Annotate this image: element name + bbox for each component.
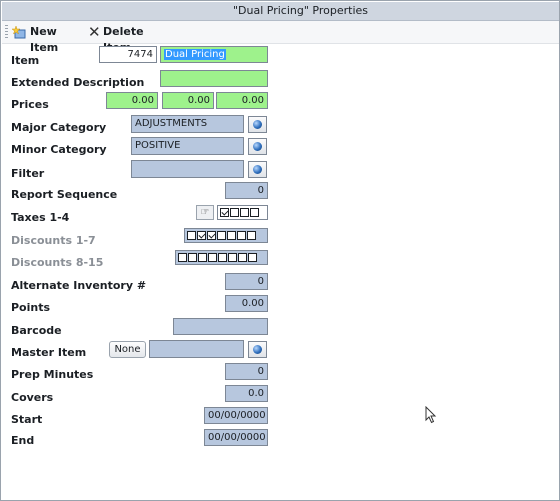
minor-category-lookup-globe-icon[interactable] bbox=[248, 138, 267, 155]
mouse-cursor-icon bbox=[425, 406, 437, 424]
new-item-button[interactable]: New Item bbox=[12, 24, 82, 54]
master-item-label: Master Item bbox=[11, 346, 87, 359]
checkbox-6[interactable] bbox=[228, 253, 237, 262]
checkbox-8[interactable] bbox=[248, 253, 257, 262]
checkbox-1[interactable] bbox=[178, 253, 187, 262]
pointing-hand-icon[interactable]: ☞ bbox=[196, 205, 214, 220]
points-label: Points bbox=[11, 301, 51, 314]
toolbar-grip-icon bbox=[5, 25, 8, 39]
checkbox-7[interactable] bbox=[238, 253, 247, 262]
title-bar: "Dual Pricing" Properties bbox=[2, 2, 559, 21]
prep-minutes-label: Prep Minutes bbox=[11, 368, 94, 381]
end-date-field[interactable]: 00/00/0000 bbox=[204, 429, 268, 446]
new-item-icon bbox=[12, 25, 26, 39]
checkbox-6[interactable] bbox=[237, 231, 246, 240]
points-field[interactable]: 0.00 bbox=[225, 295, 268, 312]
minor-category-field[interactable]: POSITIVE bbox=[131, 137, 244, 155]
checkbox-1[interactable] bbox=[187, 231, 196, 240]
prices-label: Prices bbox=[11, 98, 49, 111]
major-category-label: Major Category bbox=[11, 121, 107, 134]
filter-field[interactable] bbox=[131, 160, 244, 178]
price-3-field[interactable]: 0.00 bbox=[216, 92, 268, 109]
report-sequence-label: Report Sequence bbox=[11, 188, 118, 201]
checkbox-5[interactable] bbox=[218, 253, 227, 262]
checkbox-2[interactable] bbox=[197, 231, 206, 240]
covers-label: Covers bbox=[11, 391, 54, 404]
toolbar: New Item ✕ Delete Item bbox=[2, 21, 559, 54]
major-category-lookup-globe-icon[interactable] bbox=[248, 116, 267, 133]
price-2-field[interactable]: 0.00 bbox=[162, 92, 214, 109]
taxes-checkboxes bbox=[217, 205, 268, 220]
barcode-field[interactable] bbox=[173, 318, 268, 335]
window-title: "Dual Pricing" Properties bbox=[232, 4, 369, 17]
major-category-field[interactable]: ADJUSTMENTS bbox=[131, 115, 244, 133]
checkbox-4[interactable] bbox=[208, 253, 217, 262]
start-label: Start bbox=[11, 413, 43, 426]
filter-lookup-globe-icon[interactable] bbox=[248, 161, 267, 178]
alternate-inventory-field[interactable]: 0 bbox=[225, 273, 268, 290]
master-item-none-button[interactable]: None bbox=[109, 341, 146, 358]
discounts-8-15-checkboxes bbox=[175, 250, 268, 265]
item-label: Item bbox=[11, 54, 40, 67]
report-sequence-field[interactable]: 0 bbox=[225, 182, 268, 199]
checkbox-7[interactable] bbox=[247, 231, 256, 240]
checkbox-2[interactable] bbox=[188, 253, 197, 262]
extended-description-label: Extended Description bbox=[11, 76, 145, 89]
master-item-field[interactable] bbox=[149, 340, 244, 358]
extended-description-field[interactable] bbox=[160, 70, 268, 87]
alternate-inventory-label: Alternate Inventory # bbox=[11, 279, 147, 292]
filter-label: Filter bbox=[11, 167, 45, 180]
covers-field[interactable]: 0.0 bbox=[225, 385, 268, 402]
new-item-label: New Item bbox=[30, 25, 59, 54]
checkbox-4[interactable] bbox=[217, 231, 226, 240]
start-date-field[interactable]: 00/00/0000 bbox=[204, 407, 268, 424]
end-label: End bbox=[11, 434, 35, 447]
checkbox-3[interactable] bbox=[198, 253, 207, 262]
item-name-selected-text: Dual Pricing bbox=[164, 49, 226, 60]
price-1-field[interactable]: 0.00 bbox=[106, 92, 158, 109]
item-name-field[interactable]: Dual Pricing bbox=[160, 46, 268, 63]
discounts-8-15-label: Discounts 8-15 bbox=[11, 256, 104, 269]
discounts-1-7-checkboxes bbox=[184, 228, 268, 243]
delete-item-button[interactable]: ✕ Delete Item bbox=[88, 23, 170, 54]
minor-category-label: Minor Category bbox=[11, 143, 107, 156]
item-number-field[interactable]: 7474 bbox=[99, 46, 157, 63]
prep-minutes-field[interactable]: 0 bbox=[225, 363, 268, 380]
checkbox-3[interactable] bbox=[207, 231, 216, 240]
delete-x-icon: ✕ bbox=[88, 23, 101, 41]
taxes-label: Taxes 1-4 bbox=[11, 211, 70, 224]
checkbox-5[interactable] bbox=[227, 231, 236, 240]
master-item-lookup-globe-icon[interactable] bbox=[248, 341, 267, 358]
checkbox-4[interactable] bbox=[250, 208, 259, 217]
discounts-1-7-label: Discounts 1-7 bbox=[11, 234, 96, 247]
barcode-label: Barcode bbox=[11, 324, 62, 337]
checkbox-2[interactable] bbox=[230, 208, 239, 217]
checkbox-3[interactable] bbox=[240, 208, 249, 217]
checkbox-1[interactable] bbox=[220, 208, 229, 217]
